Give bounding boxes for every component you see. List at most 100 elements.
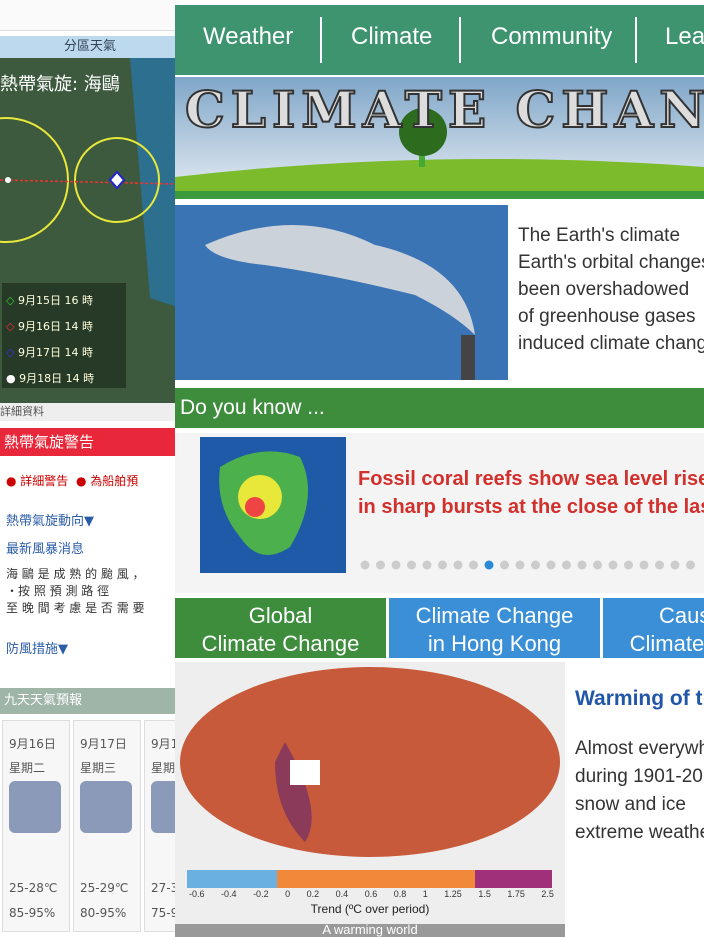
nav-bar: Weather Climate Community Learning	[175, 5, 704, 75]
forecast-humidity: 80-95%	[80, 906, 126, 920]
text: in Hong Kong	[389, 630, 600, 658]
colorbar-label: 0.8	[394, 889, 407, 899]
details-link[interactable]: 詳細資料	[0, 403, 180, 421]
link[interactable]: 為船舶預	[90, 474, 138, 488]
forecast-date: 9月17日	[80, 735, 127, 752]
carousel-dot	[500, 561, 509, 570]
track-legend: ◇ 9月15日 16 時 ◇ 9月16日 14 時 ◇ 9月17日 14 時 ●…	[6, 288, 94, 392]
forecast-humidity: 85-95%	[9, 906, 55, 920]
did-you-know-bar: Do you know ...	[175, 388, 704, 428]
forecast-header: 九天天氣預報	[0, 688, 180, 714]
headline[interactable]: Fossil coral reefs show sea level rise i…	[358, 465, 704, 521]
carousel-dot	[624, 561, 633, 570]
link[interactable]: 熱帶氣旋動向▼	[6, 510, 94, 529]
carousel-dot	[593, 561, 602, 570]
carousel-dot	[686, 561, 695, 570]
top-strip	[0, 0, 180, 31]
article-line: snow and ice	[575, 794, 686, 816]
colorbar-label: 2.5	[541, 889, 554, 899]
article-line: extreme weather	[575, 822, 704, 844]
text: Climate Change	[389, 602, 600, 630]
weather-icon	[80, 781, 132, 833]
background-page: 分區天氣 熱帶氣旋: 海鷗 ◇ 9月15日 16 時 ◇ 9月16日 14 時 …	[0, 0, 180, 937]
colorbar-label: 1.75	[507, 889, 525, 899]
nav-item[interactable]: Community	[491, 23, 612, 51]
tab[interactable]: Causes ofClimate Change	[603, 598, 704, 658]
legend-label: 9月18日 14 時	[19, 372, 94, 385]
forecast-card: 9月17日星期三 25-29℃ 80-95%	[73, 720, 141, 932]
carousel-dot	[423, 561, 432, 570]
colorbar-label: 0	[285, 889, 290, 899]
carousel-dot	[640, 561, 649, 570]
colorbar-label: -0.4	[221, 889, 237, 899]
region-header: 分區天氣	[0, 36, 180, 58]
colorbar-label: 0.6	[365, 889, 378, 899]
smoke-image	[175, 205, 508, 380]
carousel-dot	[438, 561, 447, 570]
text-line: ・按 照 預 測 路 徑	[6, 583, 145, 600]
legend-item: ◇ 9月17日 14 時	[6, 340, 94, 366]
map-caption: A warming world	[175, 922, 565, 937]
link[interactable]: 最新風暴消息	[6, 538, 84, 557]
legend-label: 9月17日 14 時	[18, 346, 93, 359]
carousel-dot	[407, 561, 416, 570]
colorbar-label: 0.4	[336, 889, 349, 899]
forecast-date: 9月16日	[9, 735, 56, 752]
colorbar-label: -0.6	[189, 889, 205, 899]
nav-item[interactable]: Learning	[665, 23, 704, 51]
carousel-dots	[360, 558, 704, 572]
carousel-dot	[531, 561, 540, 570]
warning-links: ● 詳細警告 ● 為船舶預	[6, 472, 138, 489]
warning-header: 熱帶氣旋警告	[0, 428, 180, 456]
nav-item[interactable]: Weather	[203, 23, 293, 51]
headline-line: Fossil coral reefs show sea level rise	[358, 465, 704, 493]
colorbar-labels: -0.6 -0.4 -0.2 0 0.2 0.4 0.6 0.8 1 1.25 1.5 1.75 2.5	[189, 889, 554, 899]
link[interactable]: 詳細警告	[20, 474, 68, 488]
forecast-weekday: 星期二	[9, 759, 45, 776]
intro-line: induced climate change	[518, 333, 704, 355]
nav-item[interactable]: Climate	[351, 23, 432, 51]
text-line: 海 鷗 是 成 熟 的 颱 風 ，	[6, 566, 145, 583]
carousel-dot	[392, 561, 401, 570]
carousel-dot	[562, 561, 571, 570]
screen: 分區天氣 熱帶氣旋: 海鷗 ◇ 9月15日 16 時 ◇ 9月16日 14 時 …	[0, 0, 704, 937]
legend-label: 9月16日 14 時	[18, 320, 93, 333]
intro-line: The Earth's climate	[518, 225, 680, 247]
climate-page: Weather Climate Community Learning CLIMA…	[175, 5, 704, 937]
intro-line: Earth's orbital changes	[518, 252, 704, 274]
banner-title: CLIMATE CHANGE	[185, 80, 704, 139]
carousel-dot	[376, 561, 385, 570]
forecast-weekday: 星期三	[80, 759, 116, 776]
legend-label: 9月15日 16 時	[18, 294, 93, 307]
carousel-dot	[361, 561, 370, 570]
carousel-dot	[485, 561, 494, 570]
link[interactable]: 防風措施▼	[6, 638, 68, 657]
article-line: during 1901-2012	[575, 766, 704, 788]
carousel-dot	[454, 561, 463, 570]
legend-item: ◇ 9月15日 16 時	[6, 288, 94, 314]
headline-line: in sharp bursts at the close of the last	[358, 493, 704, 521]
legend-item: ● 9月18日 14 時	[6, 366, 94, 392]
colorbar-label: 1.5	[478, 889, 491, 899]
colorbar-label: 1	[423, 889, 428, 899]
colorbar-label: 1.25	[444, 889, 462, 899]
text: Global	[175, 602, 386, 630]
colorbar-label: -0.2	[253, 889, 269, 899]
article-line: Almost everywhere	[575, 738, 704, 760]
carousel-dot	[547, 561, 556, 570]
carousel-dot	[671, 561, 680, 570]
cyclone-title: 熱帶氣旋: 海鷗	[0, 70, 120, 96]
text-line: 至 晚 間 考 慮 是 否 需 要	[6, 600, 145, 617]
coral-map-image	[200, 437, 346, 573]
article-title: Warming of the climate	[575, 687, 704, 711]
storm-message: 海 鷗 是 成 熟 的 颱 風 ， ・按 照 預 測 路 徑 至 晚 間 考 慮…	[6, 566, 145, 617]
colorbar-label: 0.2	[307, 889, 320, 899]
intro-line: of greenhouse gases	[518, 306, 695, 328]
carousel-dot	[609, 561, 618, 570]
forecast-temp: 25-29℃	[80, 881, 128, 895]
carousel-dot	[469, 561, 478, 570]
legend-item: ◇ 9月16日 14 時	[6, 314, 94, 340]
